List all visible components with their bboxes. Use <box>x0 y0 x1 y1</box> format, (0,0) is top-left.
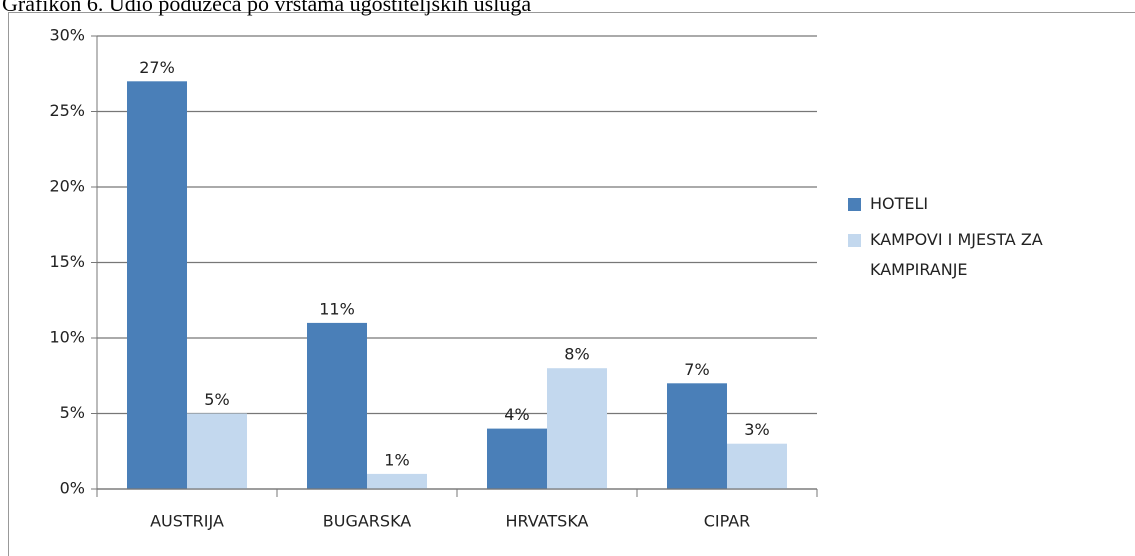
y-tick-label: 15% <box>49 252 85 271</box>
y-tick-label: 5% <box>60 403 85 422</box>
y-tick-label: 10% <box>49 328 85 347</box>
x-tick-label: HRVATSKA <box>506 512 589 531</box>
bar <box>667 383 727 489</box>
bar <box>367 473 427 489</box>
legend-swatch <box>848 234 861 247</box>
legend-item: HOTELI <box>848 189 1110 219</box>
value-label: 27% <box>139 58 175 77</box>
y-tick-label: 30% <box>49 26 85 45</box>
legend-label: HOTELI <box>870 194 929 213</box>
value-label: 8% <box>564 345 589 364</box>
value-label: 7% <box>684 360 709 379</box>
legend-label: KAMPOVI I MJESTA ZA KAMPIRANJE <box>870 230 1043 279</box>
value-label: 11% <box>319 299 355 318</box>
chart-title: Grafikon 6. Udio poduzeća po vrstama ugo… <box>2 0 532 16</box>
y-tick-label: 25% <box>49 101 85 120</box>
bar <box>547 368 607 489</box>
bar <box>487 428 547 489</box>
value-label: 4% <box>504 405 529 424</box>
x-tick-label: AUSTRIJA <box>150 512 224 531</box>
value-label: 5% <box>204 390 229 409</box>
bar <box>307 322 367 489</box>
legend-swatch <box>848 198 861 211</box>
bar <box>727 443 787 489</box>
value-label: 1% <box>384 450 409 469</box>
bar <box>187 413 247 489</box>
value-label: 3% <box>744 420 769 439</box>
x-tick-label: CIPAR <box>704 512 751 531</box>
x-tick-label: BUGARSKA <box>323 512 412 531</box>
legend-item: KAMPOVI I MJESTA ZA KAMPIRANJE <box>848 225 1110 285</box>
y-tick-label: 0% <box>60 479 85 498</box>
bar <box>127 81 187 490</box>
y-tick-label: 20% <box>49 177 85 196</box>
